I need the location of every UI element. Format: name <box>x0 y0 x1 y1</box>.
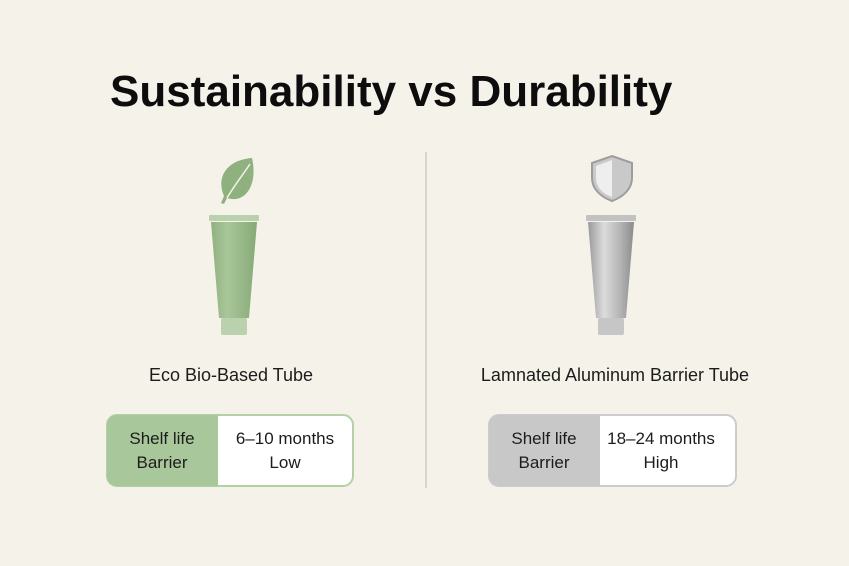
tube-crimp <box>586 215 636 221</box>
spec-value: Low <box>269 453 301 472</box>
label-cell <box>107 415 218 486</box>
spec-label: Barrier <box>136 453 187 472</box>
tube-cap <box>221 318 247 335</box>
product-name: Lamnated Aluminum Barrier Tube <box>481 365 749 385</box>
tube-crimp <box>209 215 259 221</box>
spec-label: Barrier <box>518 453 569 472</box>
spec-value: 18–24 months <box>607 429 715 448</box>
spec-value: High <box>644 453 679 472</box>
tube-cap <box>598 318 624 335</box>
title: Sustainability vs Durability <box>110 67 673 116</box>
tube-body <box>588 222 634 318</box>
product-name: Eco Bio-Based Tube <box>149 365 313 385</box>
spec-value: 6–10 months <box>236 429 334 448</box>
spec-label: Shelf life <box>129 429 194 448</box>
leaf-vein <box>226 163 251 199</box>
eco-panel: Eco Bio-Based Tube Shelf life Barrier 6–… <box>106 158 354 487</box>
shield-highlight <box>596 160 612 197</box>
aluminum-panel: Lamnated Aluminum Barrier Tube Shelf lif… <box>481 154 749 487</box>
spec-label: Shelf life <box>511 429 576 448</box>
tube-body <box>211 222 257 318</box>
label-cell <box>489 415 600 486</box>
